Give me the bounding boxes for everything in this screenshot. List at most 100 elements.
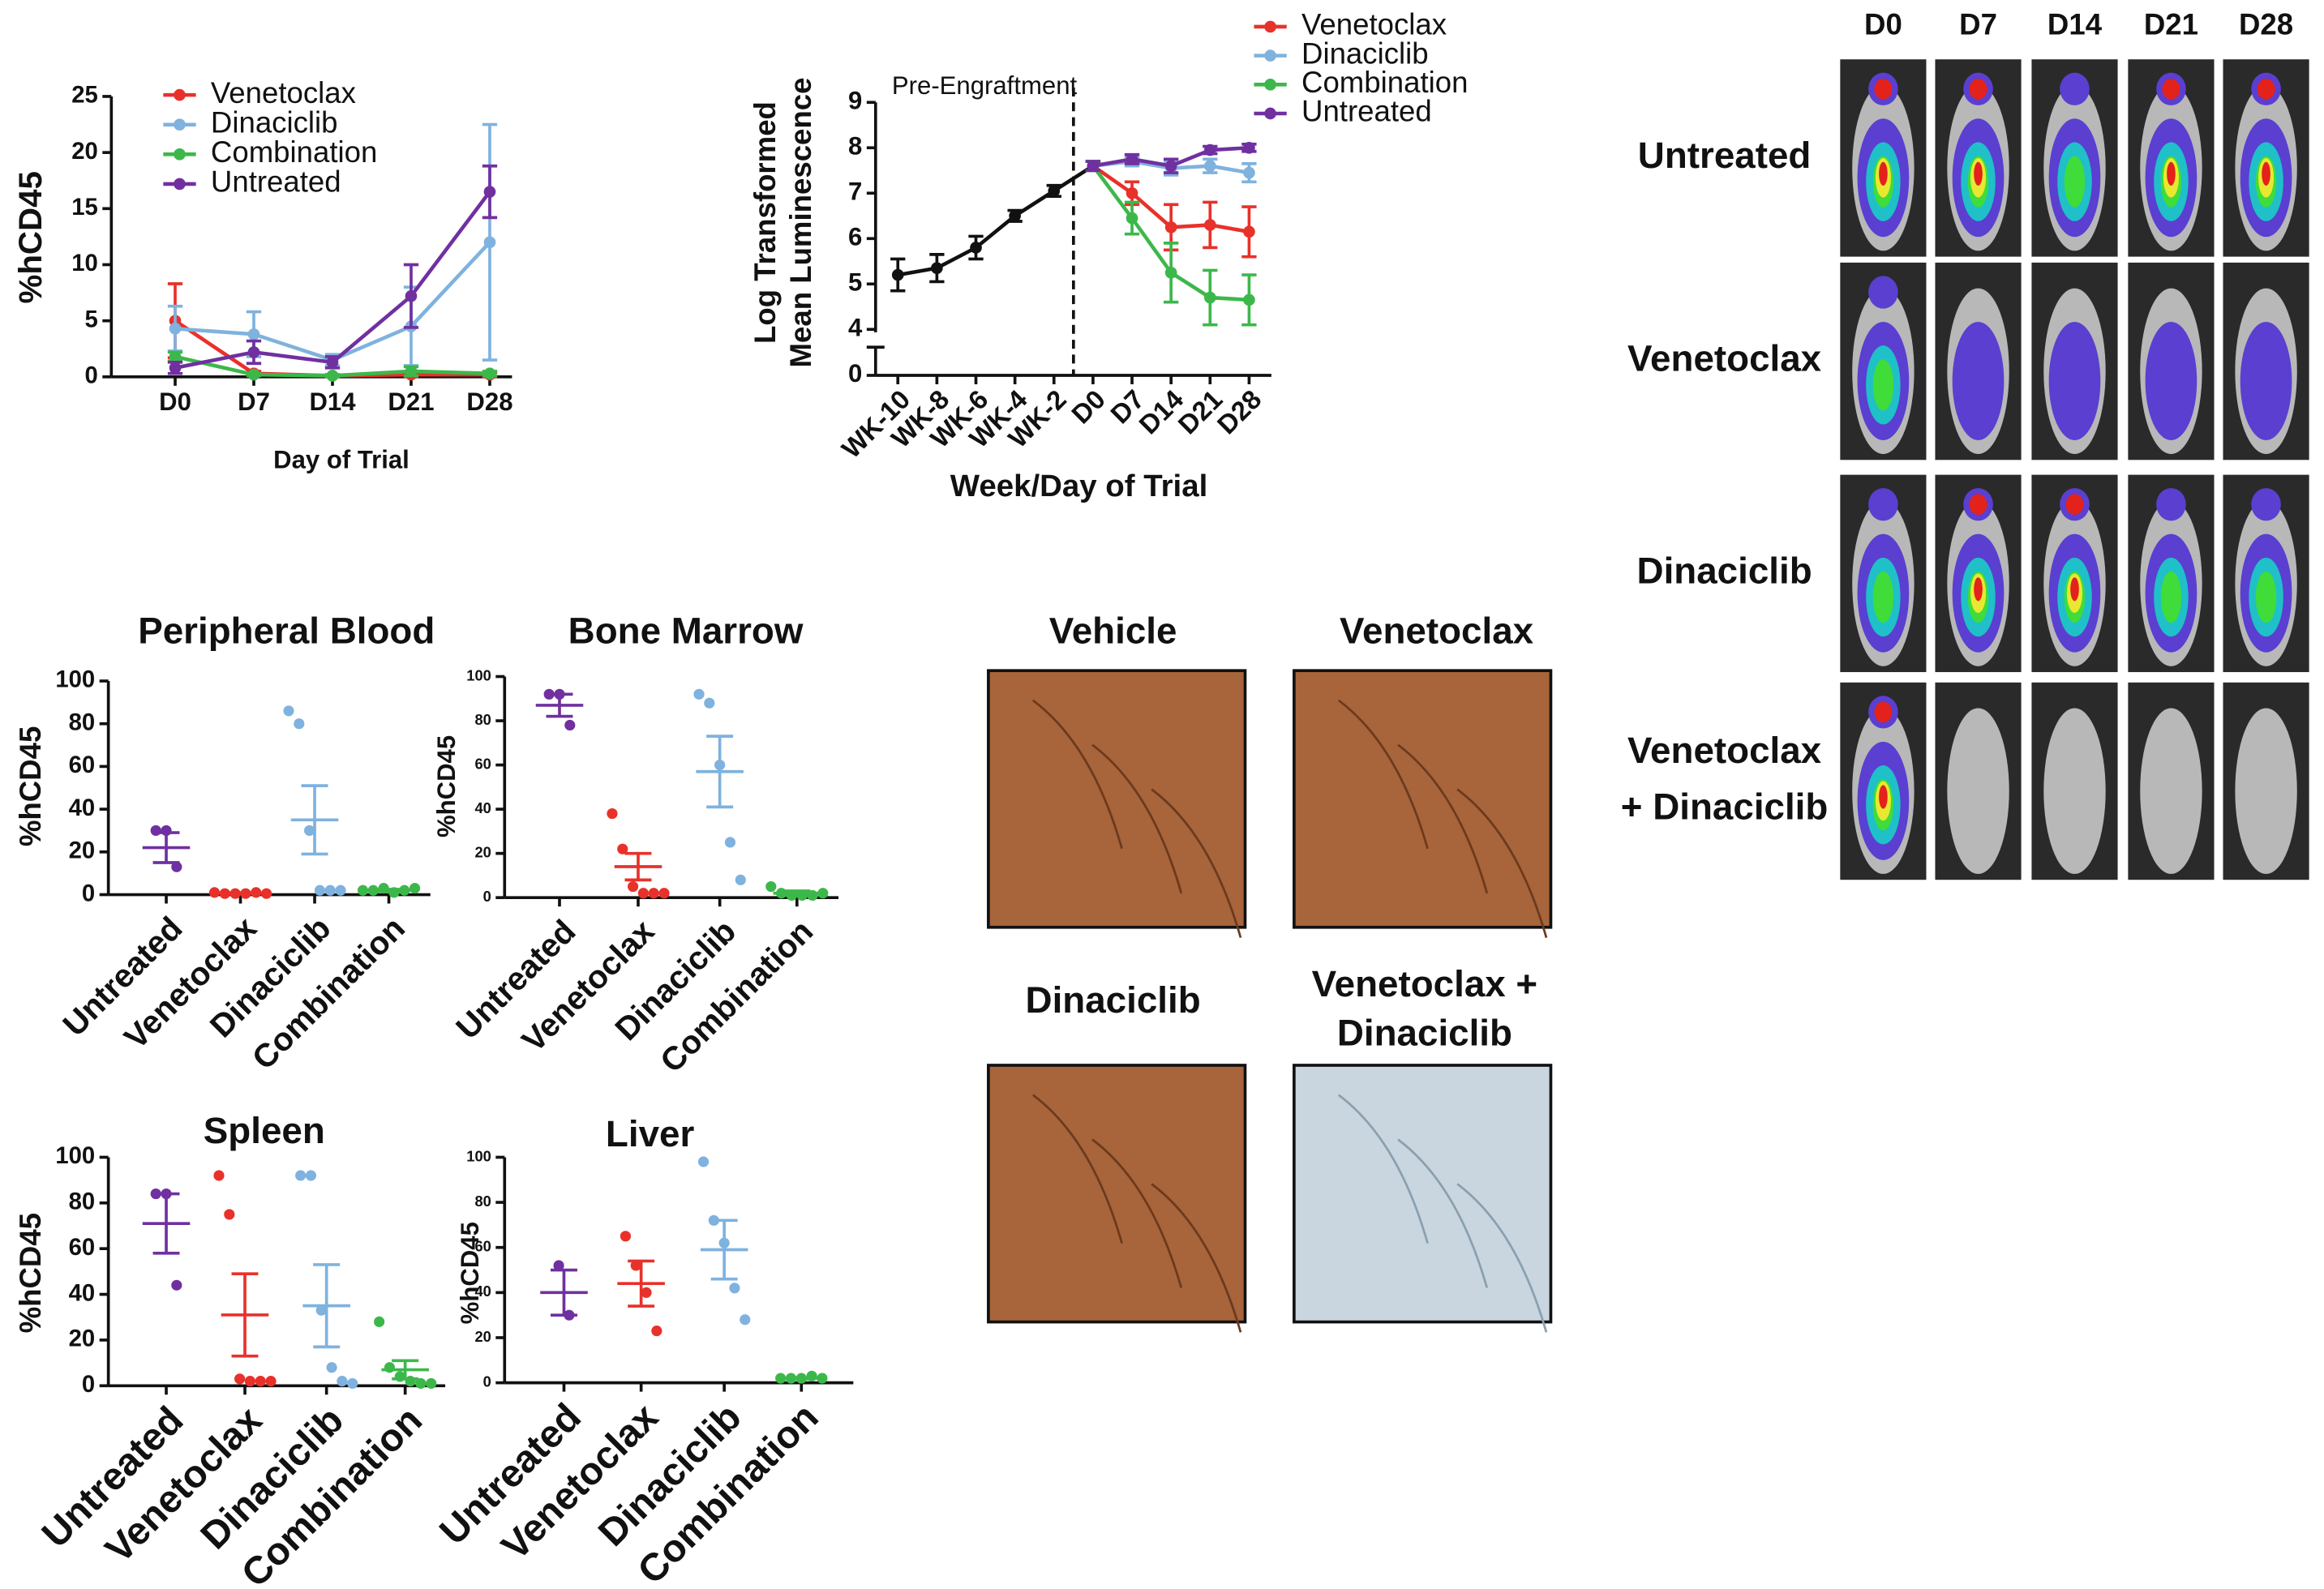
point [315,1304,327,1316]
x-tick-label: D0 [1066,384,1111,430]
point [658,888,670,899]
marker [326,356,339,369]
point [426,1377,437,1390]
point [627,880,639,893]
sem-bar [783,889,811,897]
marker [1164,160,1177,172]
point [648,888,659,899]
marker [1243,293,1255,306]
x-axis-label: Day of Trial [273,445,409,473]
signal [2251,488,2281,521]
legend-label: Venetoclax [211,76,356,109]
signal [2257,78,2275,100]
tissue-crack [1456,1183,1548,1333]
marker [1164,221,1177,233]
annotation: Pre-Engraftment [892,71,1078,100]
marker [1203,291,1216,304]
y-axis-label: %hCD45 [456,1222,484,1324]
sem-bar [628,1259,655,1308]
y-tick-label: 40 [474,799,491,816]
marker [1164,266,1177,279]
ihc-image [1293,669,1553,929]
mouse [2140,708,2202,874]
point [735,874,746,885]
y-tick-label: 20 [69,837,96,864]
signal [1872,359,1894,411]
row-label: Venetoclax [1627,730,1822,771]
signal [1969,78,1987,100]
y-tick-label: 0 [85,362,98,389]
point [817,888,829,899]
y-tick-label: 40 [69,794,96,821]
marker [483,236,496,249]
y-axis-label: Log Transformed [748,101,782,344]
row-label: + Dinaciclib [1621,786,1829,827]
point [314,884,326,896]
point [295,1170,307,1181]
y-tick-label: 60 [69,1234,96,1261]
legend-marker [174,88,186,101]
point [637,888,649,899]
point [335,884,346,896]
point [630,1260,641,1271]
legend-marker [1264,107,1276,120]
sem-bar [392,1359,419,1381]
tissue-crack [1456,788,1548,938]
marker [1126,186,1138,199]
legend-marker [1264,20,1276,33]
marker [1087,160,1100,172]
signal [2048,321,2101,440]
sem-bar [787,1376,815,1381]
point [265,1376,277,1387]
sem-bar [551,1268,577,1317]
y-tick-label: 0 [82,880,95,906]
point [724,837,736,848]
marker [405,289,418,302]
point [765,880,777,893]
y-tick-label: 40 [474,1283,491,1300]
x-tick-label: D28 [1211,384,1267,440]
signal [1974,161,1983,186]
y-tick-label: 100 [466,1147,491,1164]
point [255,1376,266,1387]
x-tick-label: D21 [388,388,434,416]
point [171,861,182,872]
signal [1874,701,1893,723]
y-tick-label: 7 [848,177,862,205]
panel-label: Venetoclax [1340,610,1534,652]
signal [2064,156,2086,208]
signal [1868,276,1898,309]
signal [1974,577,1983,602]
legend-label: Dinaciclib [1301,36,1429,70]
point [304,824,315,837]
marker [169,323,182,335]
signal [2240,321,2292,440]
y-tick-label: 100 [466,666,491,683]
ihc-image [1293,1064,1553,1324]
signal [2145,321,2198,440]
panel-label: Vehicle [1049,610,1177,652]
sem-bar [301,784,328,856]
column-header: D28 [2239,8,2293,41]
tissue-crack [1397,743,1489,894]
chart-title: Peripheral Blood [138,610,435,652]
panel-label: Venetoclax + [1312,963,1537,1004]
sem-bar [375,888,403,893]
marker [247,328,260,340]
legend-marker [1264,78,1276,91]
signal [2162,78,2180,100]
marker [169,350,182,363]
signal [1874,78,1893,100]
signal [1872,571,1894,623]
tissue-crack [1151,1183,1242,1333]
mouse [2043,708,2106,874]
marker [891,268,904,281]
y-axis-label: %hCD45 [12,171,49,303]
series-line [174,191,491,370]
point [729,1283,740,1294]
y-tick-label: 5 [85,306,98,332]
y-tick-label: 6 [848,222,862,251]
legend-marker [1264,49,1276,62]
